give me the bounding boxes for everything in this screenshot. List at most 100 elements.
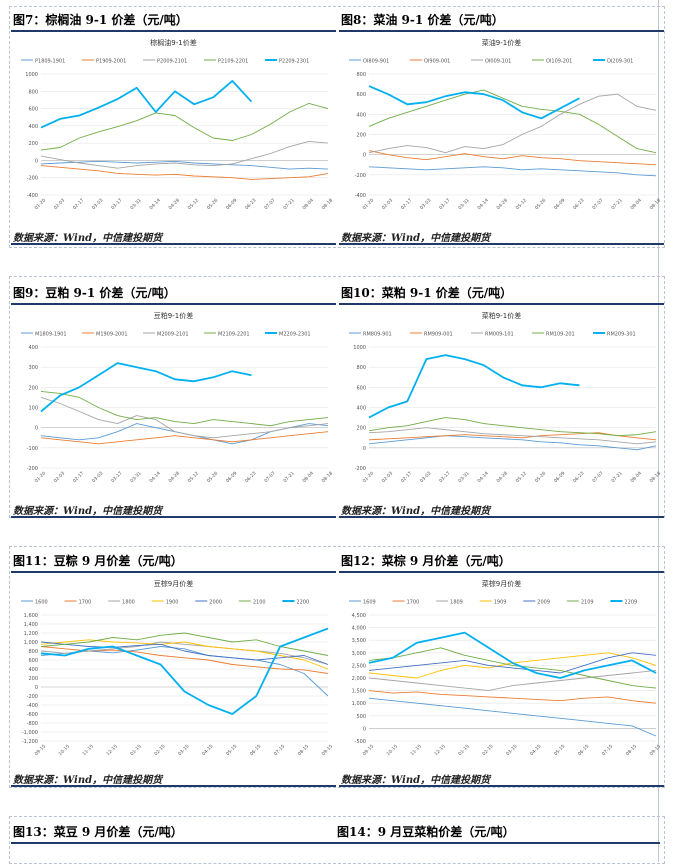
- legend-label: P1809-1901: [35, 59, 65, 65]
- x-tick-label: 03-31: [129, 197, 143, 211]
- series-line: [368, 150, 657, 166]
- series-line: [368, 432, 657, 441]
- x-tick-label: 01-15: [457, 743, 471, 757]
- legend-label: 2109: [581, 600, 594, 606]
- legend-label: M2209-2301: [279, 332, 311, 338]
- figure-12-panel: 图12：菜棕 9 月价差（元/吨） 菜棕9月价差 1609 1700 1809 1909…: [339, 551, 664, 787]
- y-tick-label: 100: [28, 406, 38, 412]
- legend-label: P1909-2001: [96, 59, 126, 65]
- y-tick-label: 4,500: [352, 613, 366, 619]
- source-divider: [339, 243, 664, 245]
- y-tick-label: 2,000: [352, 676, 366, 682]
- x-tick-label: 08-15: [297, 743, 311, 757]
- legend-label: OI109-201: [546, 59, 572, 65]
- series-line: [368, 354, 580, 419]
- y-tick-label: 1,200: [24, 631, 38, 637]
- x-tick-label: 02-03: [381, 197, 395, 211]
- series-line: [40, 641, 329, 665]
- x-tick-label: 10-15: [57, 743, 71, 757]
- y-tick-label: 1000: [353, 345, 366, 351]
- y-tick-label: 400: [356, 406, 366, 412]
- series-line: [368, 647, 657, 689]
- figure-9-panel: 图9：豆粕 9-1 价差（元/吨） 豆粕9-1价差 M1809-1901 M1909…: [11, 283, 336, 519]
- legend-label: 2209: [624, 600, 637, 606]
- x-tick-label: 01-15: [129, 743, 143, 757]
- y-tick-label: 600: [28, 107, 38, 113]
- source-note: 数据来源：Wind，中信建投期货: [341, 506, 491, 517]
- series-line: [40, 102, 329, 151]
- x-tick-label: 03-03: [419, 197, 433, 211]
- legend-label: 2009: [537, 600, 550, 606]
- series-line: [40, 431, 329, 445]
- x-tick-label: 08-18: [321, 470, 335, 484]
- x-tick-label: 01-20: [362, 197, 376, 211]
- chart-title: 豆粕9-1价差: [154, 311, 193, 320]
- x-tick-label: 02-03: [381, 470, 395, 484]
- legend-label: 1700: [79, 600, 92, 606]
- legend-label: RM809-901: [363, 332, 392, 338]
- series-line: [368, 89, 657, 154]
- legend-label: 1600: [35, 600, 48, 606]
- x-tick-label: 04-14: [148, 197, 162, 211]
- source-note: 数据来源：Wind，中信建投期货: [13, 233, 163, 244]
- figure-14-panel: 图14：9 月豆菜粕价差（元/吨）: [335, 822, 660, 844]
- legend-label: 2200: [296, 600, 309, 606]
- x-tick-label: 02-15: [481, 743, 495, 757]
- y-tick-label: -400: [355, 193, 366, 199]
- source-divider: [339, 785, 664, 787]
- source-note: 数据来源：Wind，中信建投期货: [13, 775, 163, 786]
- legend-label: OI909-001: [424, 59, 450, 65]
- y-tick-label: 1000: [25, 72, 38, 78]
- figure-title: 图13：菜豆 9 月价差（元/吨）: [11, 822, 336, 844]
- x-tick-label: 03-03: [91, 470, 105, 484]
- x-tick-label: 07-15: [273, 743, 287, 757]
- figure-8-panel: 图8：菜油 9-1 价差（元/吨） 菜油9-1价差 OI809-901 OI909-…: [339, 10, 664, 246]
- y-tick-label: 200: [28, 385, 38, 391]
- chart-title: 棕榈油9-1价差: [150, 38, 196, 47]
- x-tick-label: 12-15: [433, 743, 447, 757]
- x-tick-label: 03-15: [177, 743, 191, 757]
- x-tick-label: 06-09: [225, 470, 239, 484]
- x-tick-label: 02-03: [53, 197, 67, 211]
- x-tick-label: 03-15: [505, 743, 519, 757]
- chart: 豆粕9-1价差 M1809-1901 M1909-2001 M2009-2101 M21…: [21, 311, 335, 484]
- x-tick-label: 05-26: [534, 470, 548, 484]
- frame-row-1: [9, 6, 665, 248]
- x-tick-label: 03-31: [129, 470, 143, 484]
- series-line: [40, 627, 329, 715]
- x-tick-label: 08-04: [629, 470, 643, 484]
- legend-label: OI209-301: [607, 59, 633, 65]
- x-tick-label: 06-09: [553, 197, 567, 211]
- frame-row-3: [9, 546, 665, 788]
- chart: 菜油9-1价差 OI809-901 OI909-001 OI009-101 OI109-…: [349, 38, 662, 211]
- y-tick-label: 0: [35, 158, 38, 164]
- x-tick-label: 04-28: [167, 197, 181, 211]
- y-tick-label: 800: [356, 72, 366, 78]
- x-tick-label: 04-14: [476, 197, 490, 211]
- y-tick-label: 4,000: [352, 626, 366, 632]
- y-tick-label: 600: [28, 658, 38, 664]
- source-note: 数据来源：Wind，中信建投期货: [13, 506, 163, 517]
- x-tick-label: 08-15: [625, 743, 639, 757]
- legend-label: RM009-101: [485, 332, 514, 338]
- legend-label: M1809-1901: [35, 332, 67, 338]
- y-tick-label: 200: [356, 133, 366, 139]
- legend-label: 1909: [494, 600, 507, 606]
- y-tick-label: 1,000: [24, 640, 38, 646]
- figure-title: 图9：豆粕 9-1 价差（元/吨）: [11, 283, 336, 305]
- legend-label: 1800: [122, 600, 135, 606]
- y-tick-label: 800: [28, 649, 38, 655]
- x-tick-label: 04-15: [201, 743, 215, 757]
- x-tick-label: 03-17: [110, 470, 124, 484]
- source-divider: [11, 516, 336, 518]
- y-tick-label: 2,500: [352, 663, 366, 669]
- y-tick-label: 3,000: [352, 651, 366, 657]
- x-tick-label: 02-17: [400, 197, 414, 211]
- x-tick-label: 01-20: [34, 470, 48, 484]
- x-tick-label: 05-15: [225, 743, 239, 757]
- legend-label: M1909-2001: [96, 332, 128, 338]
- y-tick-label: 400: [28, 667, 38, 673]
- series-line: [368, 697, 657, 737]
